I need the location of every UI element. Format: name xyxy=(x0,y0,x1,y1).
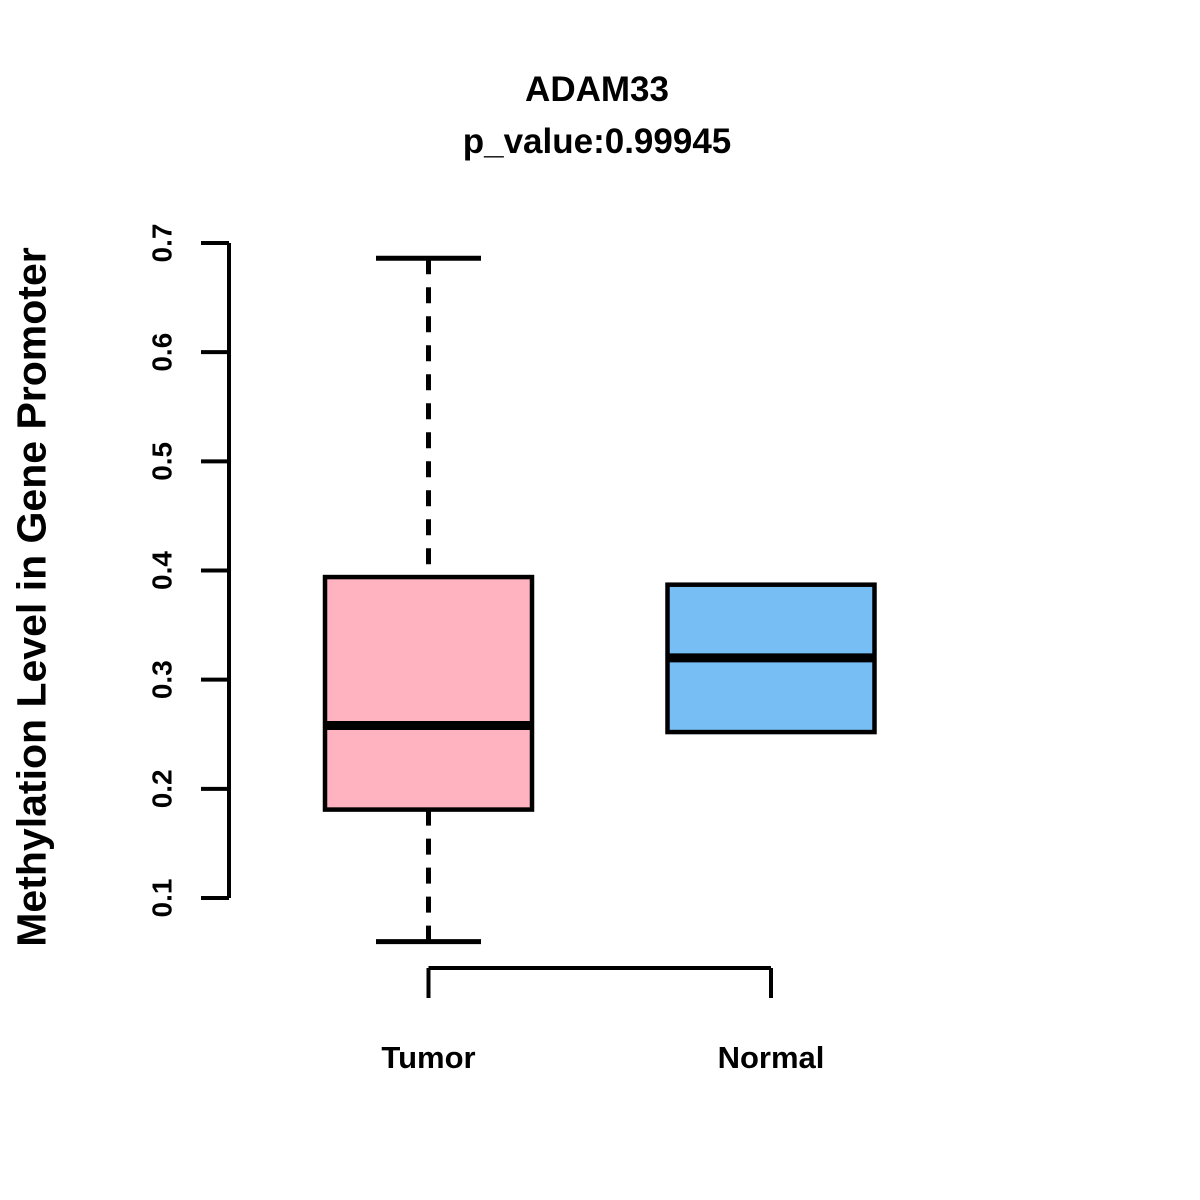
y-axis-tick-label: 0.2 xyxy=(147,769,178,808)
y-axis-tick-label: 0.5 xyxy=(147,442,178,481)
y-axis-tick-label: 0.7 xyxy=(147,224,178,263)
chart-subtitle-pvalue: p_value:0.99945 xyxy=(462,122,732,161)
x-label-tumor: Tumor xyxy=(381,1040,476,1075)
y-axis-tick-label: 0.3 xyxy=(147,660,178,699)
tumor-box xyxy=(322,574,535,812)
y-axis-tick-label: 0.6 xyxy=(147,333,178,372)
y-axis-tick-label: 0.4 xyxy=(147,551,178,590)
y-axis-tick-label: 0.1 xyxy=(147,879,178,918)
chart-title: ADAM33 xyxy=(525,70,669,109)
x-label-normal: Normal xyxy=(717,1040,825,1075)
